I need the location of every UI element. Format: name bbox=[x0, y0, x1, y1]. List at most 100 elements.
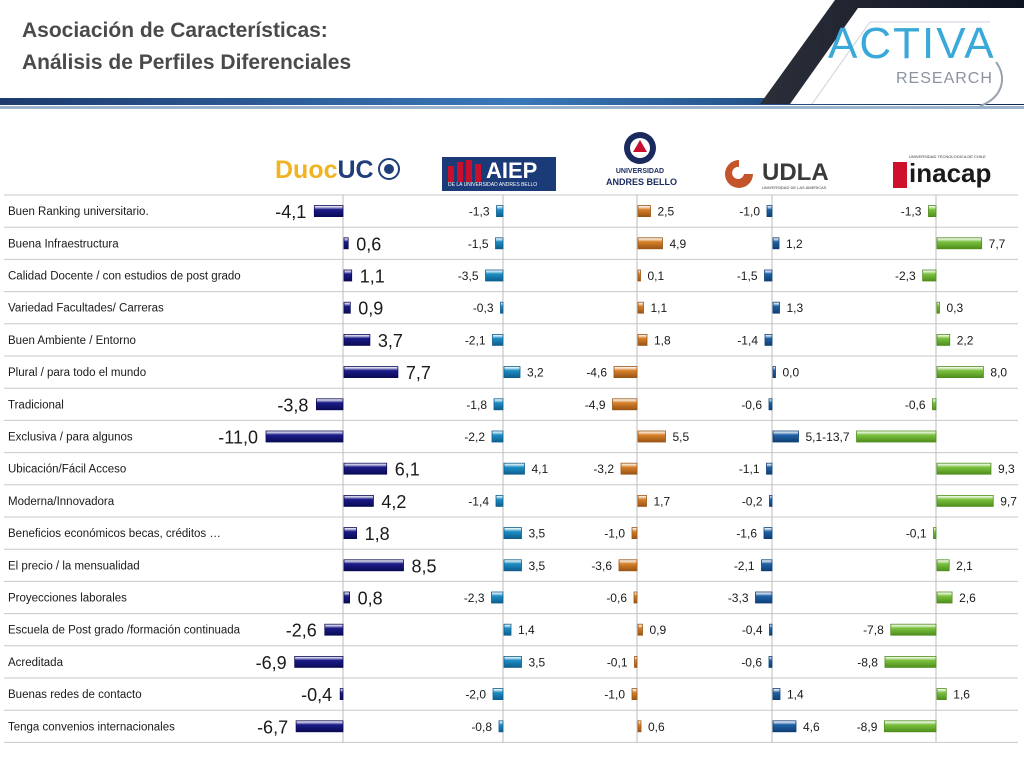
header-background bbox=[0, 0, 1024, 109]
bar-4 bbox=[856, 430, 937, 443]
value-label-4: -13,7 bbox=[822, 430, 850, 444]
value-label-1: 4,1 bbox=[532, 462, 549, 476]
bar-4 bbox=[932, 398, 937, 411]
page-title-line-2: Análisis de Perfiles Diferenciales bbox=[22, 51, 352, 74]
value-label-0: 1,1 bbox=[360, 267, 385, 287]
bar-3 bbox=[772, 237, 780, 250]
bar-2 bbox=[637, 269, 641, 282]
bar-0 bbox=[315, 398, 344, 411]
bar-2 bbox=[637, 623, 643, 636]
bar-4 bbox=[936, 333, 951, 346]
value-label-2: 5,5 bbox=[673, 430, 690, 444]
value-label-1: -2,1 bbox=[465, 333, 486, 347]
bar-1 bbox=[500, 301, 504, 314]
bar-1 bbox=[503, 623, 512, 636]
value-label-1: 3,5 bbox=[529, 559, 546, 573]
bar-3 bbox=[772, 430, 799, 443]
value-label-1: -0,8 bbox=[471, 720, 492, 734]
bar-1 bbox=[498, 720, 504, 733]
bar-0 bbox=[339, 688, 344, 700]
duocuc-logo-uc: UC bbox=[337, 156, 374, 184]
value-label-4: 2,6 bbox=[959, 591, 976, 605]
inacap-logo-subtitle: UNIVERSIDAD TECNOLOGICA DE CHILE bbox=[909, 154, 986, 159]
bar-1 bbox=[503, 462, 525, 475]
bar-3 bbox=[763, 527, 773, 539]
bar-4 bbox=[890, 623, 937, 636]
value-label-2: -0,6 bbox=[606, 591, 627, 605]
value-label-0: -2,6 bbox=[286, 621, 317, 641]
category-label: Acreditada bbox=[8, 657, 64, 669]
bar-3 bbox=[761, 559, 773, 572]
value-label-3: -1,5 bbox=[737, 269, 758, 283]
bar-1 bbox=[496, 205, 504, 218]
value-label-0: 0,9 bbox=[358, 299, 383, 319]
unab-logo-line-2: ANDRES BELLO bbox=[606, 177, 678, 187]
bar-3 bbox=[769, 494, 773, 507]
bar-0 bbox=[313, 205, 344, 218]
category-label: Escuela de Post grado /formación continu… bbox=[8, 625, 241, 637]
value-label-3: -0,6 bbox=[741, 398, 762, 412]
value-label-1: -2,2 bbox=[464, 430, 485, 444]
value-label-4: 8,0 bbox=[990, 366, 1007, 380]
bar-1 bbox=[503, 656, 522, 668]
seal-icon bbox=[378, 158, 401, 180]
value-label-2: -3,2 bbox=[593, 462, 614, 476]
bar-2 bbox=[637, 205, 651, 218]
bar-1 bbox=[492, 333, 504, 346]
bar-3 bbox=[772, 301, 780, 314]
value-label-1: 1,4 bbox=[518, 623, 535, 637]
bar-1 bbox=[503, 366, 521, 379]
bar-0 bbox=[294, 656, 344, 668]
bar-2 bbox=[618, 559, 638, 572]
bar-2 bbox=[631, 688, 638, 700]
header-banner: Asociación de Características: Análisis … bbox=[0, 0, 1024, 115]
bar-4 bbox=[936, 688, 947, 700]
value-label-3: -0,2 bbox=[742, 494, 763, 508]
value-label-4: -7,8 bbox=[863, 623, 884, 637]
value-label-0: -11,0 bbox=[218, 428, 258, 448]
bar-2 bbox=[633, 591, 638, 604]
bar-3 bbox=[768, 398, 773, 411]
value-label-2: -4,6 bbox=[586, 366, 607, 380]
bar-2 bbox=[637, 301, 644, 314]
value-label-2: -4,9 bbox=[585, 398, 606, 412]
value-label-4: 1,6 bbox=[953, 688, 970, 702]
value-label-2: -3,6 bbox=[591, 559, 612, 573]
category-label: Buenas redes de contacto bbox=[8, 689, 142, 701]
category-label: Tradicional bbox=[8, 399, 64, 411]
value-label-2: -1,0 bbox=[604, 527, 625, 541]
bar-2 bbox=[637, 237, 663, 250]
value-label-1: -2,0 bbox=[465, 688, 486, 702]
bar-3 bbox=[772, 688, 781, 700]
bar-4 bbox=[883, 720, 937, 733]
category-label: El precio / la mensualidad bbox=[8, 560, 140, 572]
category-label: Proyecciones laborales bbox=[8, 593, 127, 605]
value-label-1: 3,5 bbox=[529, 655, 546, 669]
value-label-4: 7,7 bbox=[989, 237, 1006, 251]
bar-2 bbox=[637, 494, 647, 507]
bar-4 bbox=[933, 527, 937, 539]
square-icon bbox=[893, 162, 907, 188]
value-label-0: 8,5 bbox=[412, 556, 437, 576]
bar-2 bbox=[637, 430, 666, 443]
value-label-4: -1,3 bbox=[901, 205, 922, 219]
unab-logo-line-1: UNIVERSIDAD bbox=[615, 168, 665, 175]
category-label: Buen Ranking universitario. bbox=[8, 206, 149, 218]
udla-logo: UDLA UNIVERSIDAD DE LAS AMERICAS bbox=[720, 158, 830, 192]
bar-2 bbox=[613, 366, 638, 379]
bar-2 bbox=[620, 462, 638, 475]
category-label: Tenga convenios internacionales bbox=[8, 721, 175, 733]
value-label-1: 3,2 bbox=[527, 366, 544, 380]
value-label-3: 5,1 bbox=[806, 430, 823, 444]
bar-3 bbox=[764, 333, 773, 346]
value-label-3: 1,2 bbox=[786, 237, 803, 251]
category-label: Buena Infraestructura bbox=[8, 238, 119, 250]
bar-1 bbox=[485, 269, 504, 282]
value-label-2: -1,0 bbox=[604, 688, 625, 702]
bar-1 bbox=[492, 688, 504, 700]
value-label-4: -8,9 bbox=[857, 720, 878, 734]
value-label-2: 2,5 bbox=[658, 205, 675, 219]
category-label: Beneficios económicos becas, créditos … bbox=[8, 528, 221, 540]
bar-4 bbox=[936, 462, 992, 475]
